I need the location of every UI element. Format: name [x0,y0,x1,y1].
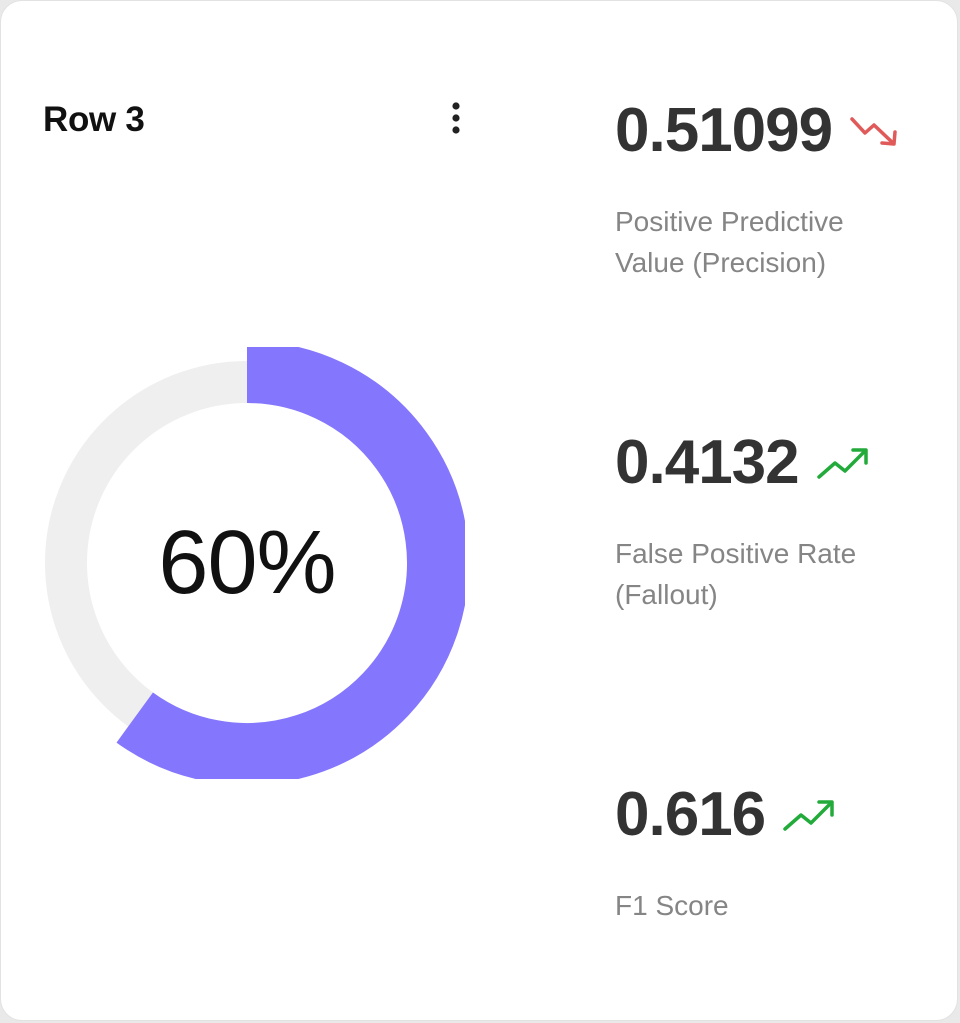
gauge-percent-label: 60% [158,512,336,613]
metric-label: False Positive Rate (Fallout) [615,538,857,610]
more-vertical-icon [452,102,460,134]
trending-up-icon [816,448,868,479]
more-options-button[interactable] [437,97,475,141]
gauge-ring [45,347,465,779]
metric-false-positive-rate: 0.4132 False Positive Rate (Fallout) [615,423,945,615]
metric-label: Positive Predictive Value (Precision) [615,206,844,278]
percentage-gauge: 60% [41,347,465,779]
metric-value: 0.4132 [615,428,800,497]
gauge-fill-arc [116,347,465,779]
metric-value: 0.51099 [615,96,833,165]
metric-f1-score: 0.616 F1 Score [615,775,945,926]
metric-value: 0.616 [615,780,766,849]
card-title: Row 3 [43,100,145,139]
trending-down-icon [850,117,897,146]
metric-label: F1 Score [615,890,729,921]
trending-up-icon [783,800,834,831]
metric-precision: 0.51099 Positive Predictive Value (Preci… [615,91,945,283]
